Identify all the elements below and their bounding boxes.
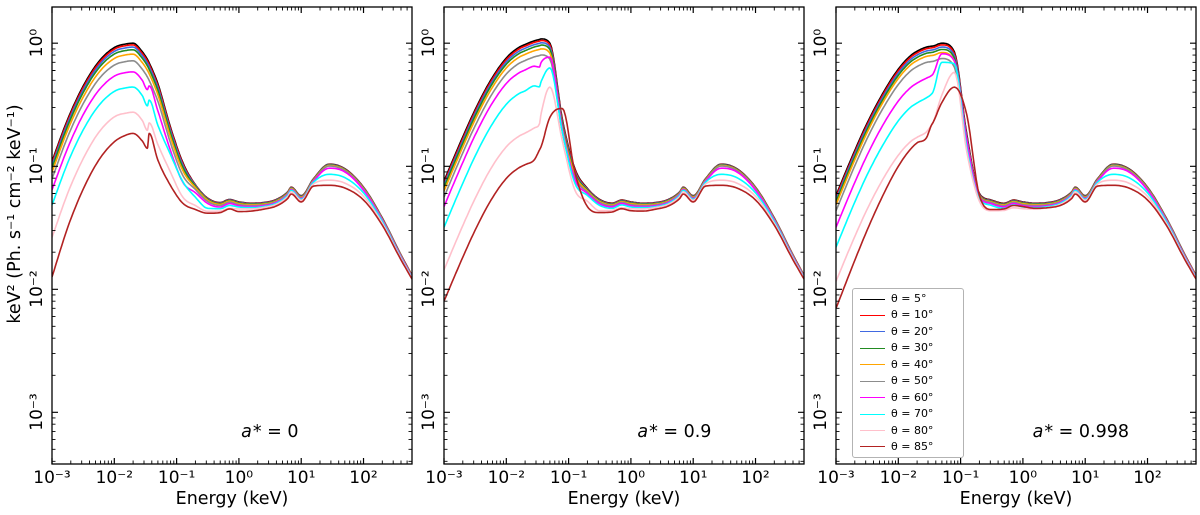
y-axis-title: keV² (Ph. s⁻¹ cm⁻² keV⁻¹)	[5, 104, 25, 324]
legend-label: θ = 60°	[891, 390, 934, 404]
legend-label: θ = 40°	[891, 357, 934, 371]
legend-line-sample	[860, 347, 885, 349]
minor-ticks	[836, 7, 1196, 464]
spectrum-curve	[52, 46, 412, 278]
spectrum-curve	[444, 42, 804, 278]
axes-frame	[443, 6, 805, 465]
legend-line-sample	[860, 430, 885, 431]
legend-item: θ = 70°	[860, 408, 956, 420]
legend-item: θ = 80°	[860, 423, 956, 437]
minor-ticks	[444, 7, 804, 464]
spectrum-curve	[52, 71, 412, 279]
legend-item: θ = 60°	[860, 390, 956, 404]
legend-line-sample	[860, 397, 885, 399]
legend-item: θ = 85°	[860, 439, 956, 453]
panel-curves	[836, 42, 1196, 309]
legend-line-sample	[860, 446, 885, 448]
spectrum-curve	[444, 67, 804, 280]
legend-line-sample	[860, 298, 885, 300]
spectrum-curve	[836, 86, 1196, 309]
legend-label: θ = 20°	[891, 324, 934, 338]
legend-label: θ = 70°	[891, 407, 934, 421]
legend-label: θ = 80°	[891, 423, 934, 437]
spectrum-curve	[836, 57, 1196, 279]
spectrum-curve	[444, 86, 804, 280]
legend-line-sample	[860, 314, 885, 316]
major-ticks	[51, 7, 412, 464]
spectrum-curve	[52, 42, 412, 277]
spectrum-curve	[52, 111, 412, 280]
legend-item: θ = 20°	[860, 324, 956, 338]
legend-label: θ = 85°	[891, 439, 934, 453]
legend-line-sample	[860, 331, 885, 333]
spectrum-curve	[444, 44, 804, 278]
legend-label: θ = 10°	[891, 308, 934, 322]
spectrum-curve	[52, 60, 412, 279]
axes-frame	[51, 6, 413, 465]
legend-line-sample	[860, 413, 885, 415]
spectrum-curve	[444, 48, 804, 278]
legend-label: θ = 5°	[891, 292, 927, 305]
spectrum-curve	[836, 46, 1196, 278]
spectrum-curve	[444, 107, 804, 302]
spectrum-curve	[444, 54, 804, 279]
spectrum-curve	[444, 56, 804, 279]
legend-item: θ = 10°	[860, 309, 956, 321]
legend-item: θ = 40°	[860, 357, 956, 371]
spectrum-curve	[836, 53, 1196, 279]
spectrum-curve	[52, 53, 412, 278]
legend-line-sample	[860, 364, 885, 366]
spectrum-curve	[52, 132, 412, 281]
legend-label: θ = 30°	[891, 341, 934, 355]
spectrum-curve	[52, 49, 412, 278]
legend-item: θ = 50°	[860, 375, 956, 387]
legend-item: θ = 30°	[860, 342, 956, 354]
legend-item: θ = 5°	[860, 293, 956, 305]
panel-curves	[52, 42, 412, 281]
legend: θ = 5° θ = 10° θ = 20° θ = 30° θ = 40° θ = 50…	[852, 288, 964, 458]
spectrum-curve	[836, 48, 1196, 278]
spectrum-curve	[836, 71, 1196, 282]
panel-curves	[444, 38, 804, 302]
spectrum-curve	[52, 86, 412, 280]
legend-line-sample	[860, 380, 885, 382]
axes-frame	[835, 6, 1197, 465]
minor-ticks	[52, 7, 412, 464]
legend-label: θ = 50°	[891, 374, 934, 388]
